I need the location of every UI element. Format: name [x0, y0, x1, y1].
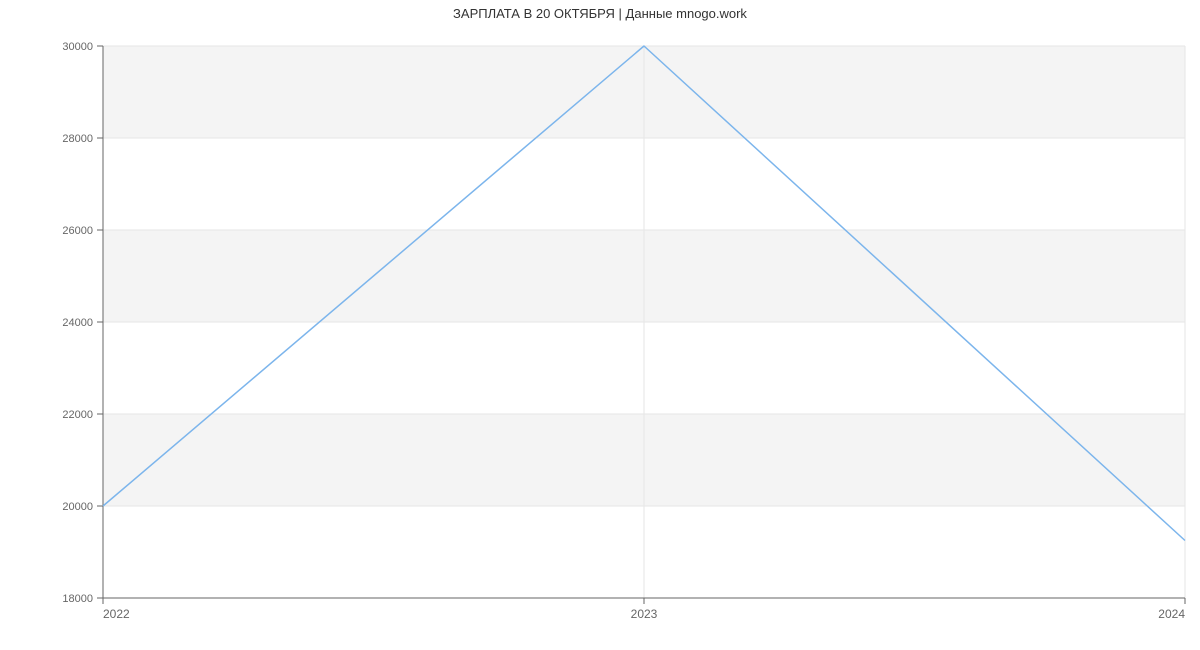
x-tick-label: 2023	[631, 607, 658, 621]
y-tick-label: 28000	[62, 133, 93, 145]
x-tick-label: 2022	[103, 607, 130, 621]
y-tick-label: 22000	[62, 409, 93, 421]
y-tick-label: 24000	[62, 317, 93, 329]
x-tick-label: 2024	[1158, 607, 1185, 621]
y-tick-label: 30000	[62, 41, 93, 53]
chart-title: ЗАРПЛАТА В 20 ОКТЯБРЯ | Данные mnogo.wor…	[0, 6, 1200, 21]
salary-line-chart: ЗАРПЛАТА В 20 ОКТЯБРЯ | Данные mnogo.wor…	[0, 0, 1200, 650]
y-tick-label: 18000	[62, 593, 93, 605]
y-tick-label: 26000	[62, 225, 93, 237]
chart-svg: 18000 20000 22000 24000 26000 28000 30000 2022 2…	[0, 0, 1200, 650]
y-tick-label: 20000	[62, 501, 93, 513]
